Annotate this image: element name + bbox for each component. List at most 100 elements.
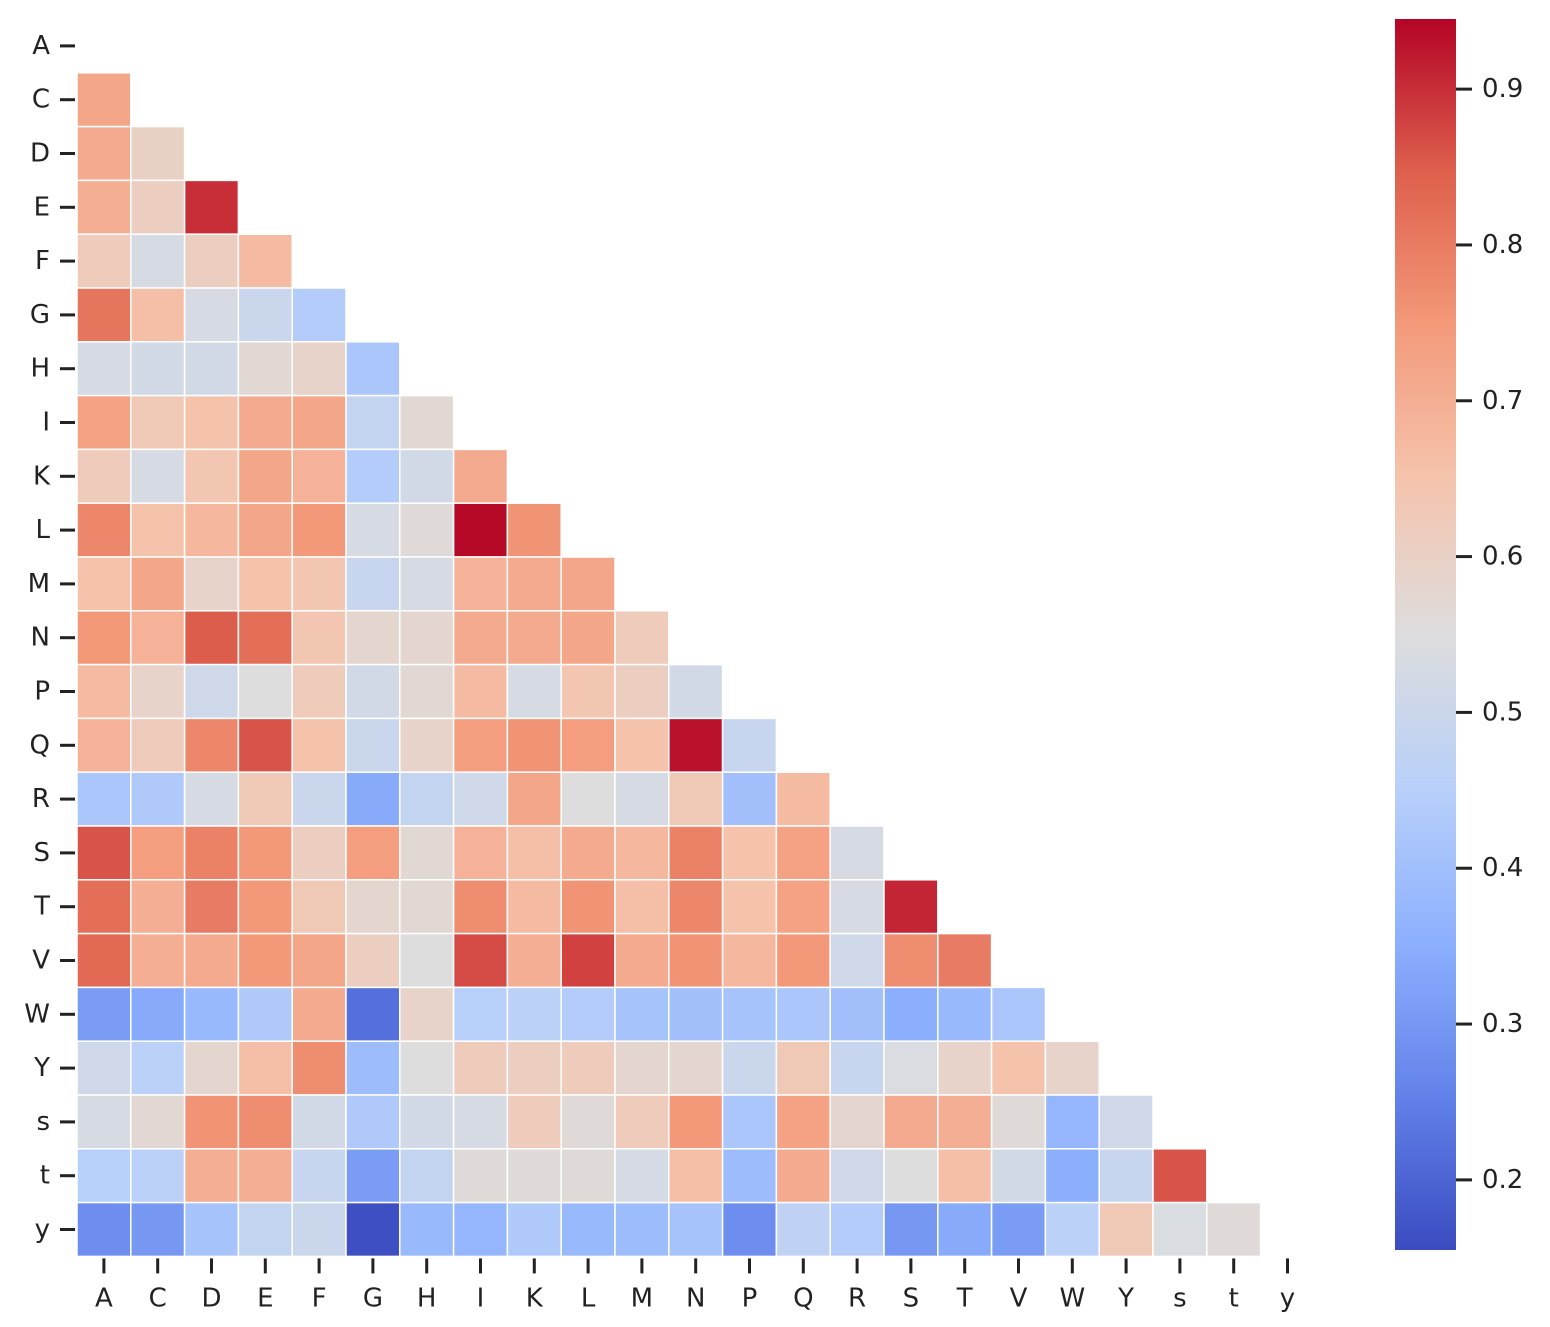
y-tick-label: S xyxy=(33,838,50,868)
heatmap-cell xyxy=(399,1148,455,1204)
heatmap-cell xyxy=(399,879,455,935)
heatmap-cell xyxy=(237,932,293,989)
heatmap-cell xyxy=(721,932,778,989)
heatmap-cell xyxy=(130,233,186,289)
heatmap-cell xyxy=(506,502,562,558)
heatmap-cell xyxy=(130,825,186,881)
heatmap-cell xyxy=(183,986,240,1042)
heatmap-cell xyxy=(1098,1094,1154,1150)
heatmap-cell xyxy=(130,179,186,235)
heatmap-cell xyxy=(668,1148,724,1204)
heatmap-cell xyxy=(560,1094,616,1150)
heatmap-cell xyxy=(775,771,831,827)
heatmap-cell xyxy=(183,610,240,666)
colorbar-tick-label: 0.9 xyxy=(1482,74,1523,104)
colorbar-tick-label: 0.7 xyxy=(1482,386,1523,416)
heatmap-cell xyxy=(775,1148,831,1204)
heatmap-cell xyxy=(614,1148,670,1204)
heatmap-cell xyxy=(183,771,240,827)
heatmap-cell xyxy=(614,879,670,935)
y-tick-label: H xyxy=(30,354,50,384)
heatmap-cell xyxy=(76,986,132,1042)
heatmap-cell xyxy=(130,1148,186,1204)
heatmap-cell xyxy=(990,1201,1047,1258)
x-tick-label: D xyxy=(201,1283,221,1313)
heatmap-cell xyxy=(291,717,347,773)
x-tick-label: M xyxy=(631,1283,653,1313)
heatmap-cell xyxy=(506,610,562,666)
heatmap-cell xyxy=(76,502,132,558)
heatmap-cell xyxy=(291,341,347,397)
heatmap-cell xyxy=(560,825,616,881)
heatmap-cell xyxy=(345,1148,401,1204)
heatmap-cell xyxy=(237,1040,293,1096)
heatmap-cell xyxy=(721,1148,778,1204)
heatmap-cell xyxy=(237,448,293,504)
heatmap-cell xyxy=(883,986,939,1042)
heatmap-cell xyxy=(76,771,132,827)
heatmap-cell xyxy=(345,610,401,666)
heatmap-cell xyxy=(399,394,455,451)
heatmap-cell xyxy=(829,1148,885,1204)
heatmap-cell xyxy=(883,1094,939,1150)
heatmap-cell xyxy=(130,125,186,182)
y-tick-label: I xyxy=(42,408,50,438)
x-tick-label: s xyxy=(1173,1283,1187,1313)
heatmap-cell xyxy=(345,556,401,612)
x-tick-label: T xyxy=(956,1283,973,1313)
heatmap-cell xyxy=(829,825,885,881)
heatmap-cell xyxy=(452,879,509,935)
heatmap-cell xyxy=(183,1148,240,1204)
colorbar-tick-label: 0.2 xyxy=(1482,1165,1523,1195)
heatmap-cell xyxy=(614,771,670,827)
x-tick-label: C xyxy=(149,1283,167,1313)
x-tick-label: F xyxy=(312,1283,327,1313)
heatmap-cell xyxy=(668,879,724,935)
heatmap-cell xyxy=(399,556,455,612)
heatmap-cell xyxy=(345,502,401,558)
x-tick-label: A xyxy=(95,1283,113,1313)
heatmap-cell xyxy=(506,556,562,612)
heatmap-cell xyxy=(452,556,509,612)
x-tick-label: W xyxy=(1059,1283,1085,1313)
y-tick-label: W xyxy=(24,999,50,1029)
x-tick-label: G xyxy=(363,1283,383,1313)
heatmap-cell xyxy=(183,394,240,451)
heatmap-cell xyxy=(291,771,347,827)
heatmap-cell xyxy=(399,502,455,558)
heatmap-cell xyxy=(76,125,132,182)
heatmap-cell xyxy=(775,986,831,1042)
heatmap-cell xyxy=(76,233,132,289)
heatmap-cell xyxy=(76,394,132,451)
heatmap-cell xyxy=(399,717,455,773)
heatmap-cell xyxy=(130,1201,186,1258)
heatmap-cell xyxy=(721,986,778,1042)
heatmap-cell xyxy=(452,610,509,666)
heatmap-cell xyxy=(1098,1148,1154,1204)
heatmap-cells xyxy=(76,72,1262,1258)
heatmap-cell xyxy=(614,610,670,666)
heatmap-cell xyxy=(183,825,240,881)
heatmap-cell xyxy=(237,610,293,666)
colorbar-tick-label: 0.8 xyxy=(1482,230,1523,260)
heatmap-cell xyxy=(990,1148,1047,1204)
colorbar-tick-label: 0.5 xyxy=(1482,697,1523,727)
heatmap-cell xyxy=(775,879,831,935)
heatmap-cell xyxy=(452,717,509,773)
colorbar-tick-label: 0.6 xyxy=(1482,542,1523,572)
heatmap-cell xyxy=(399,448,455,504)
x-tick-label: R xyxy=(848,1283,866,1313)
heatmap-cell xyxy=(345,825,401,881)
heatmap-cell xyxy=(883,932,939,989)
heatmap-cell xyxy=(183,448,240,504)
heatmap-cell xyxy=(345,932,401,989)
heatmap-cell xyxy=(721,717,778,773)
heatmap-cell xyxy=(775,1201,831,1258)
heatmap-cell xyxy=(721,1040,778,1096)
heatmap-cell xyxy=(668,663,724,720)
heatmap-cell xyxy=(399,1201,455,1258)
heatmap-cell xyxy=(291,1201,347,1258)
heatmap-cell xyxy=(76,179,132,235)
heatmap-cell xyxy=(183,179,240,235)
heatmap-cell xyxy=(291,825,347,881)
